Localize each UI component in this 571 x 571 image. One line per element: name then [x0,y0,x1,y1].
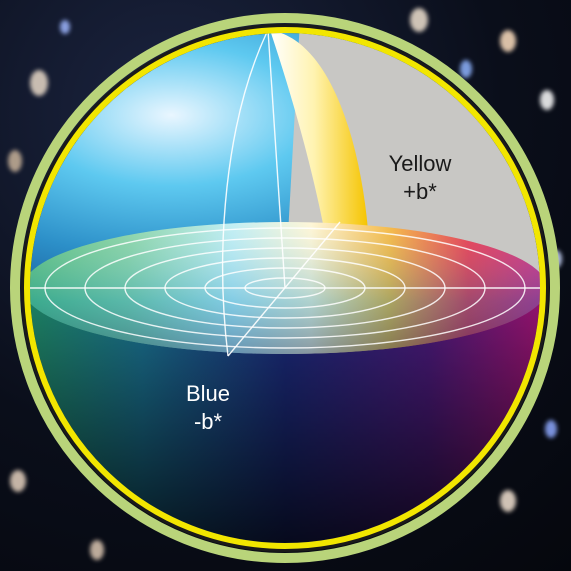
blue-label-name: Blue [185,381,231,406]
background-bokeh [500,490,516,512]
yellow-label-axis: +b* [403,179,437,204]
background-bokeh [10,470,26,492]
background-bokeh [8,150,22,172]
yellow-wedge [270,33,368,262]
background-bokeh [500,30,516,52]
background-bokeh [410,8,428,32]
yellow-label-name: Yellow [388,151,452,176]
background-bokeh [540,90,554,110]
dark-separator-ring [21,24,549,552]
yellow-axis-label: Yellow +b* [360,150,480,206]
outer-green-ring [10,13,560,563]
background-bokeh [460,60,472,78]
background-bokeh [60,20,70,34]
axis-lines [30,33,540,357]
background-bokeh [545,420,557,438]
blue-axis-label: Blue -b* [148,380,268,436]
background-bokeh [90,540,104,560]
blue-label-axis: -b* [193,409,223,434]
background-bokeh [30,70,48,96]
yellow-ring [24,27,546,549]
